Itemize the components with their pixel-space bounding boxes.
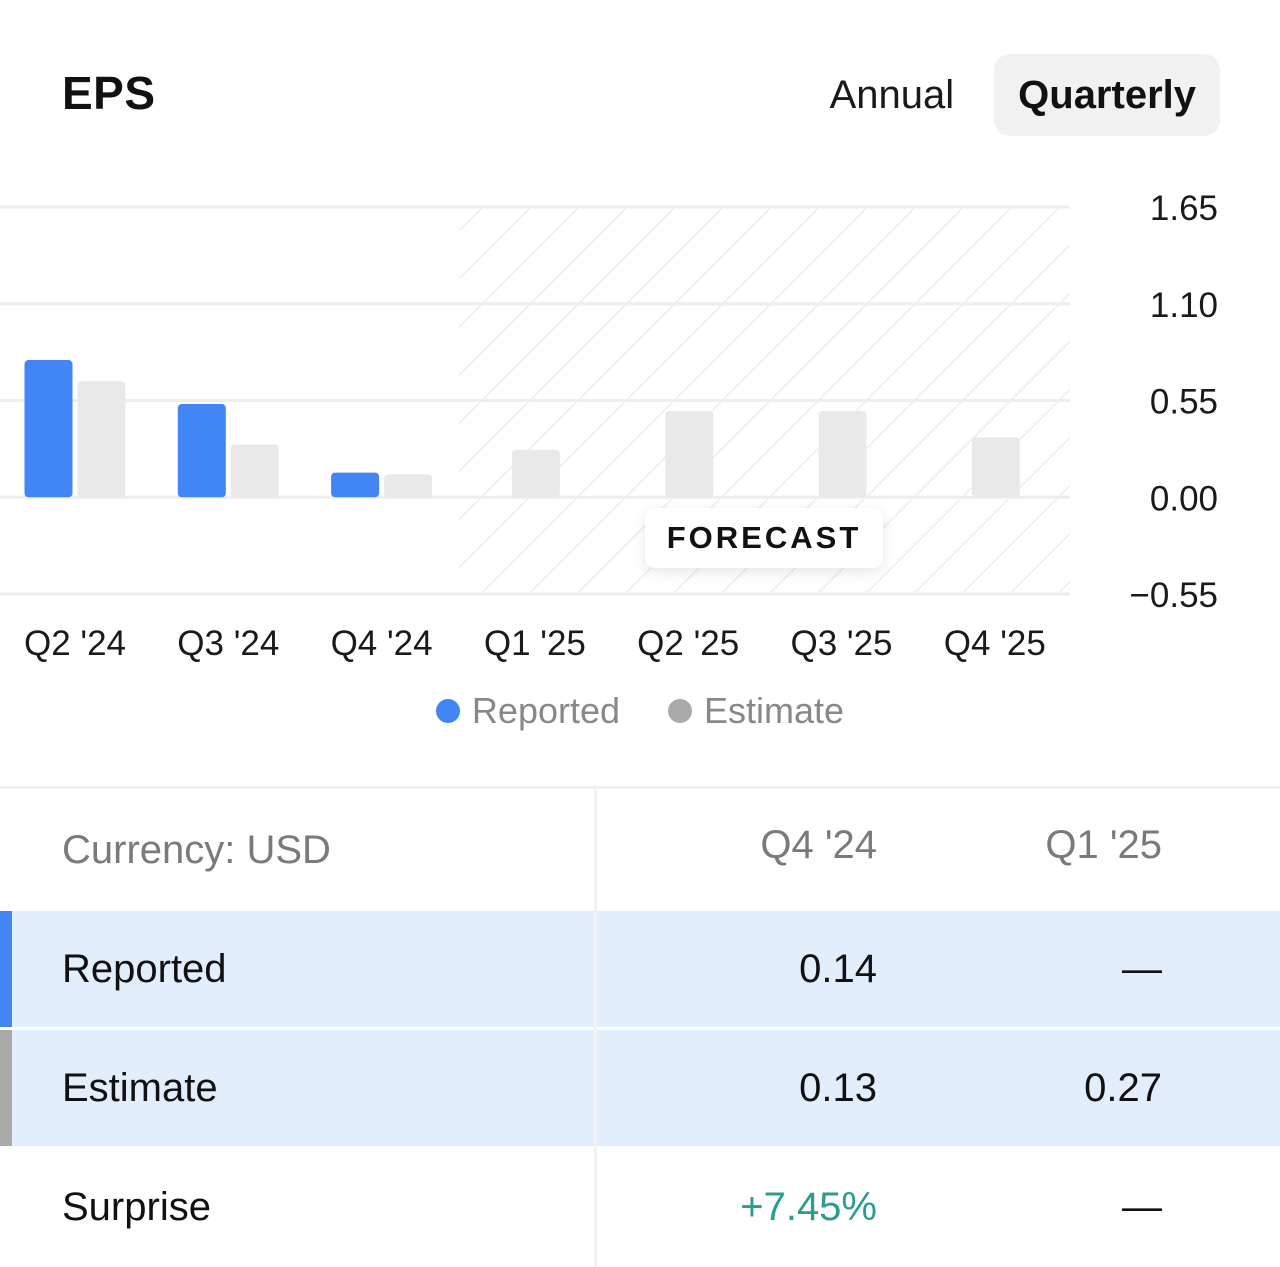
row-accent-reported [0,911,12,1027]
bar-estimate [230,444,279,498]
bar-estimate [665,411,714,498]
bar-estimate [77,381,126,498]
legend-item-reported[interactable]: Reported [435,690,621,732]
row-label: Reported [62,947,227,991]
table-cell: 0.14 [799,947,877,991]
table-cell: +7.45% [740,1185,877,1229]
tab-quarterly[interactable]: Quarterly [994,54,1220,136]
period-toggle: Annual Quarterly [806,54,1220,136]
x-tick-label: Q2 '25 [637,624,739,663]
x-tick-label: Q4 '24 [331,624,433,663]
x-tick-label: Q4 '25 [944,624,1046,663]
eps-chart: 1.65 1.10 0.55 0.00 −0.55 Q2 '24 Q3 '24 Q4 '24… [0,189,1218,663]
bar-estimate [384,474,433,498]
tab-annual[interactable]: Annual [829,73,955,117]
forecast-badge: FORECAST [645,508,883,568]
table-cell: 0.13 [799,1066,877,1110]
row-label: Estimate [62,1066,218,1110]
table-row-surprise[interactable]: Surprise +7.45% — [0,1149,1280,1265]
column-divider [594,789,597,1267]
y-tick-label: 1.65 [1150,189,1218,228]
table-row-estimate[interactable]: Estimate 0.13 0.27 [0,1030,1280,1146]
y-tick-label: 0.00 [1150,479,1218,518]
legend-item-estimate[interactable]: Estimate [668,690,844,732]
bar-reported [331,472,380,498]
bar-reported [177,404,226,498]
legend-label-estimate: Estimate [704,690,845,731]
legend-label-reported: Reported [471,690,621,731]
x-tick-label: Q2 '24 [24,624,126,663]
legend-dot-estimate [668,699,693,723]
bar-reported [24,360,73,498]
row-label: Surprise [62,1185,211,1229]
chart-legend: Reported Estimate [0,690,1280,732]
legend-dot-reported [435,699,460,723]
eps-table: Currency: USD Q4 '24 Q1 '25 Reported 0.1… [0,786,1280,1267]
currency-label: Currency: USD [62,828,331,872]
page-title: EPS [62,67,156,119]
row-accent-estimate [0,1030,12,1146]
table-cell: — [1122,947,1162,991]
table-cell: 0.27 [1084,1066,1162,1110]
x-tick-label: Q3 '25 [790,624,892,663]
header: EPS Annual Quarterly [0,0,1280,160]
column-header: Q4 '24 [760,823,877,867]
x-tick-label: Q3 '24 [177,624,279,663]
y-tick-label: 0.55 [1150,383,1218,422]
table-cell: — [1122,1185,1162,1229]
x-tick-label: Q1 '25 [484,624,586,663]
y-tick-label: 1.10 [1150,286,1218,325]
bar-estimate [511,449,560,498]
bar-estimate [971,437,1020,498]
y-tick-label: −0.55 [1129,576,1218,615]
bar-estimate [818,411,867,498]
table-header-row: Currency: USD Q4 '24 Q1 '25 [0,789,1280,911]
column-header: Q1 '25 [1045,823,1162,867]
table-row-reported[interactable]: Reported 0.14 — [0,911,1280,1027]
